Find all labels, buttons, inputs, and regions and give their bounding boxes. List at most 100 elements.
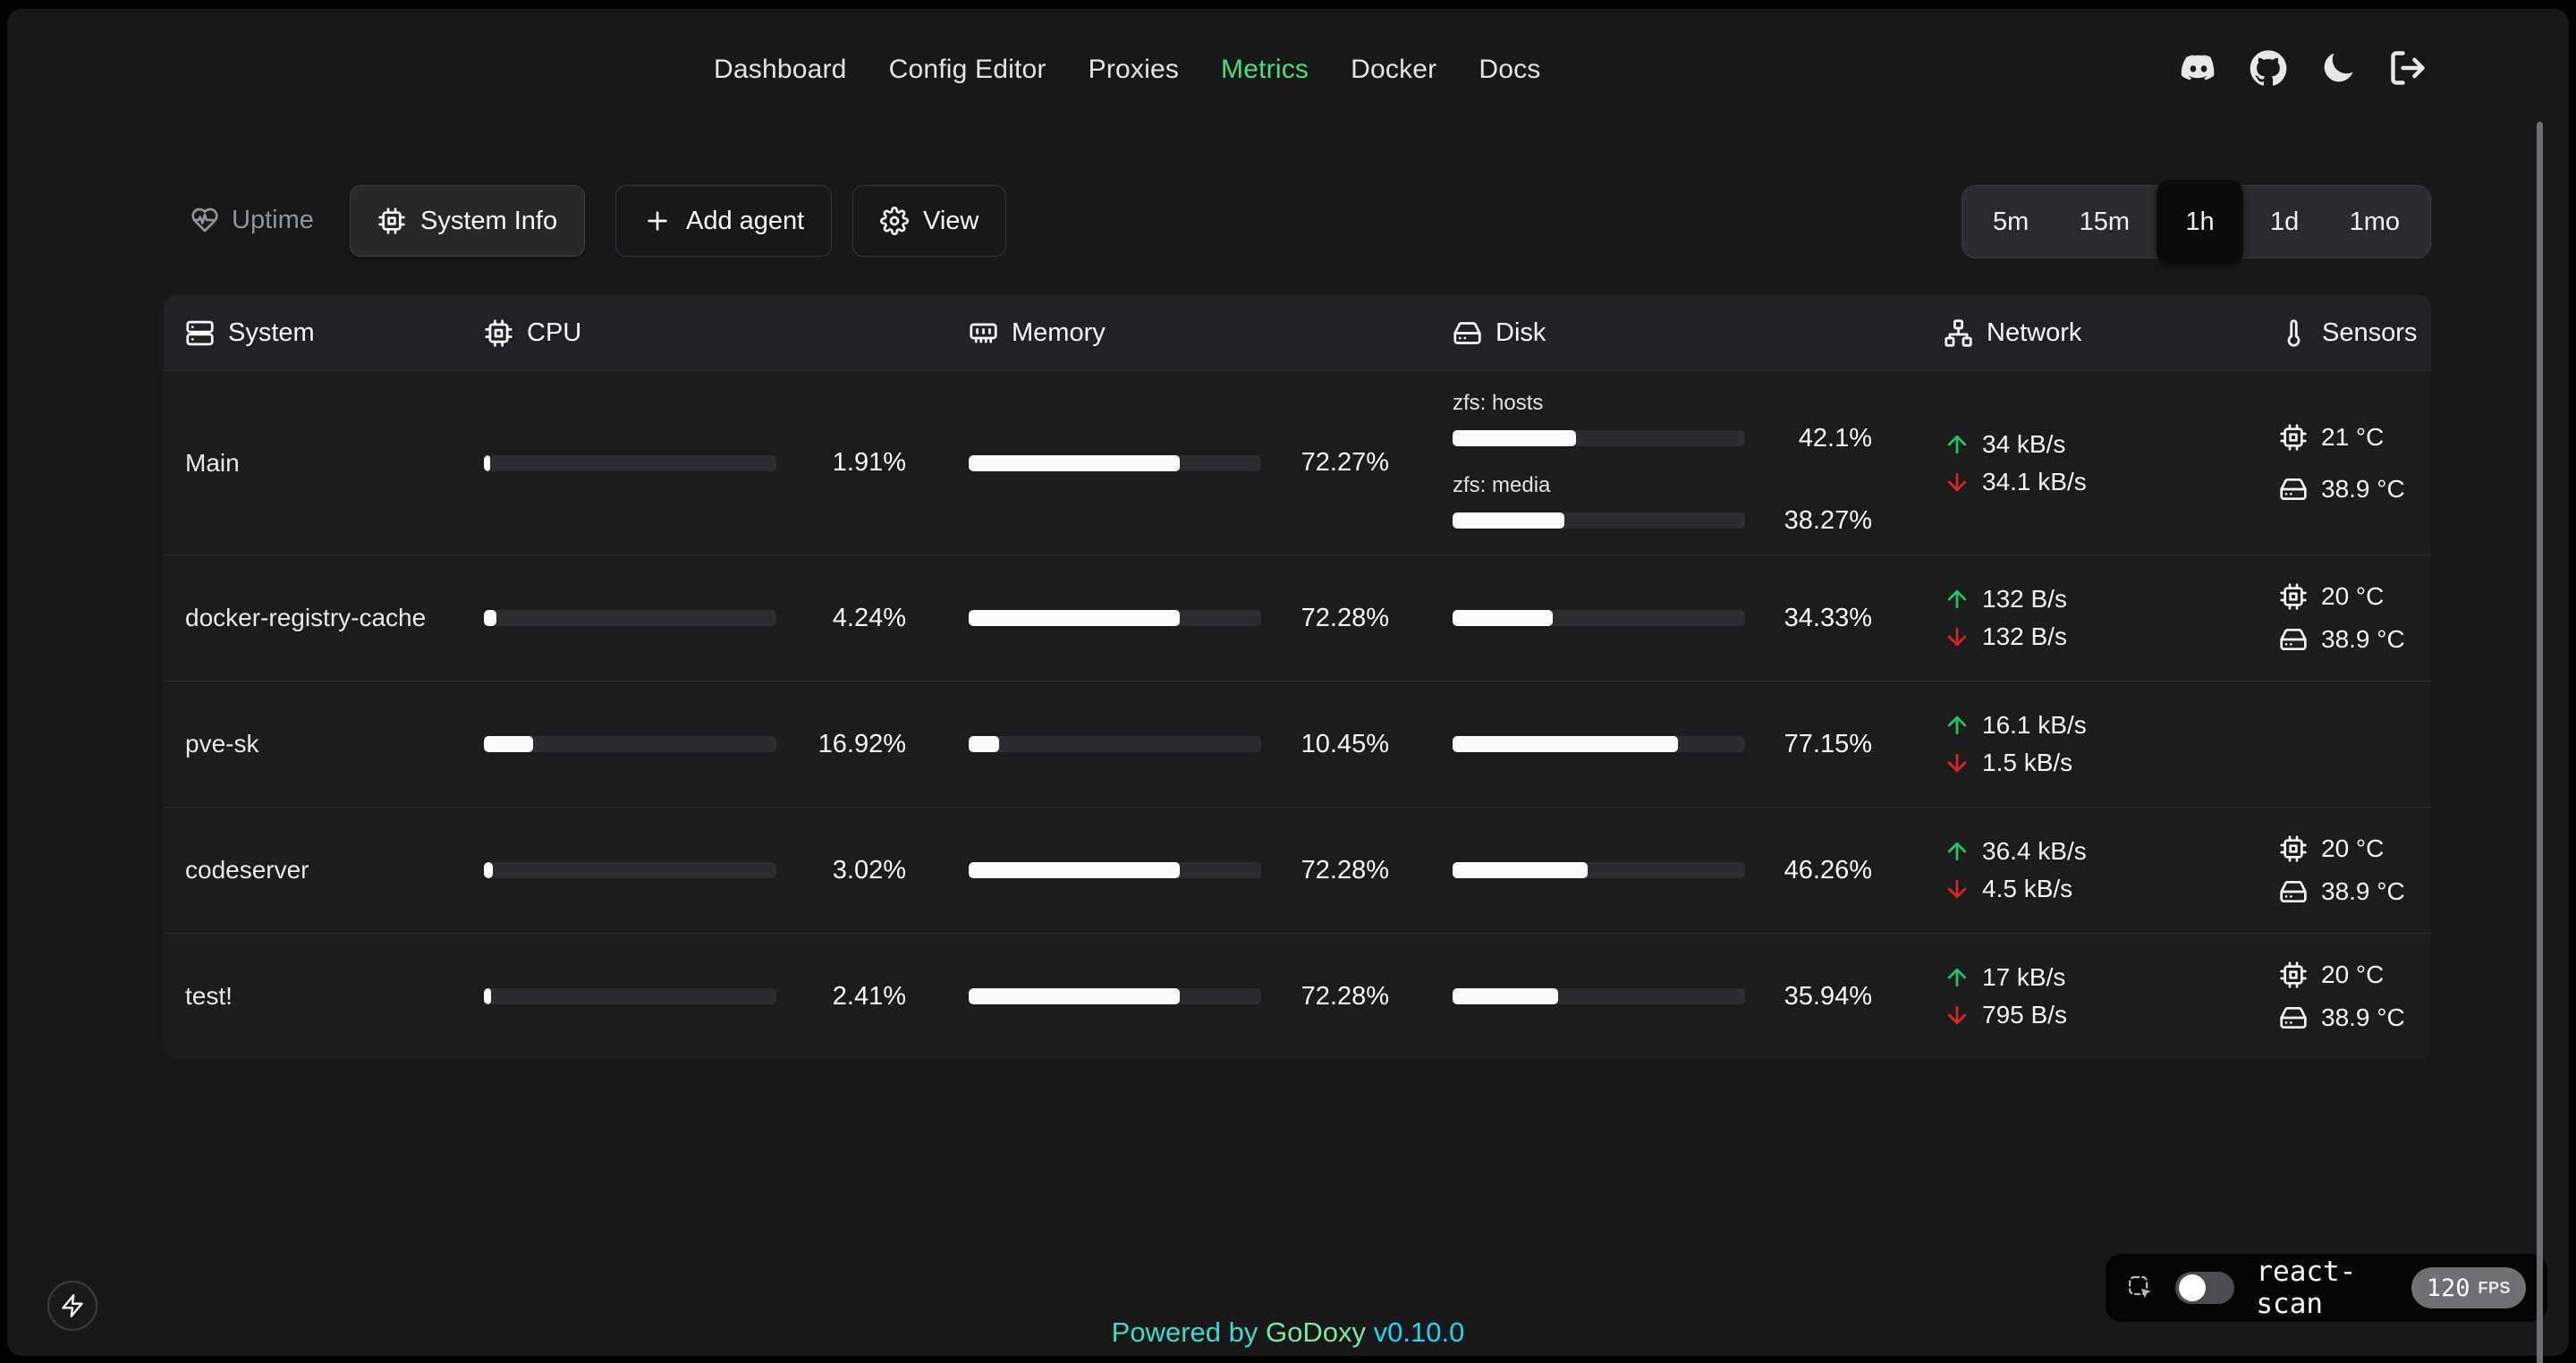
cpu-icon: [2279, 961, 2308, 989]
network-cell: 34 kB/s 34.1 kB/s: [1944, 430, 2185, 496]
time-option-15m[interactable]: 15m: [2079, 207, 2131, 236]
system-name: pve-sk: [185, 730, 259, 758]
github-icon[interactable]: [2249, 48, 2288, 88]
version-text: v0.10.0: [1373, 1316, 1465, 1348]
column-header-cpu: CPU: [484, 318, 906, 348]
network-down: 795 B/s: [1982, 1001, 2067, 1029]
network-cell: 17 kB/s 795 B/s: [1944, 963, 2185, 1029]
column-header-disk: Disk: [1453, 318, 1872, 348]
add-agent-button[interactable]: Add agent: [615, 185, 833, 257]
upload-arrow-icon: [1944, 431, 1970, 458]
cpu-icon: [2279, 582, 2308, 611]
time-option-1d[interactable]: 1d: [2269, 207, 2300, 236]
vertical-scrollbar[interactable]: [2537, 122, 2543, 1363]
godoxy-link[interactable]: GoDoxy: [1266, 1316, 1366, 1348]
table-row-main[interactable]: Main 1.91% 72.27% zfs: hosts 42.1% zfs: …: [164, 370, 2431, 555]
cpu-temp: 21 °C: [2321, 422, 2385, 451]
quick-actions-button[interactable]: [47, 1281, 97, 1331]
discord-icon[interactable]: [2179, 48, 2218, 88]
inspect-cursor-icon[interactable]: [2127, 1271, 2154, 1305]
disk-cell: 46.26%: [1453, 856, 1872, 885]
disk-temp: 38.9 °C: [2321, 625, 2405, 653]
cpu-icon: [2279, 423, 2308, 452]
server-icon: [185, 318, 215, 348]
upload-arrow-icon: [1944, 964, 1970, 991]
disk-temp: 38.9 °C: [2321, 877, 2405, 905]
system-info-label: System Info: [420, 206, 558, 235]
nav-item-metrics[interactable]: Metrics: [1221, 55, 1309, 84]
network-cell: 16.1 kB/s 1.5 kB/s: [1944, 711, 2185, 777]
gear-icon: [880, 207, 909, 235]
system-info-button[interactable]: System Info: [350, 185, 586, 257]
network-cell: 132 B/s 132 B/s: [1944, 585, 2185, 651]
nav-item-config-editor[interactable]: Config Editor: [888, 55, 1046, 84]
time-option-5m[interactable]: 5m: [1993, 207, 2029, 236]
cpu-icon: [484, 318, 513, 348]
fps-value: 120: [2426, 1274, 2470, 1302]
column-header-network: Network: [1944, 318, 2185, 348]
table-row-docker-registry-cache[interactable]: docker-registry-cache 4.24% 72.28% 34.33…: [164, 555, 2431, 681]
disk-percent: 34.33%: [1784, 603, 1872, 632]
memory-bar: [969, 610, 1261, 626]
cpu-icon: [2279, 834, 2308, 863]
cpu-percent: 4.24%: [832, 603, 906, 632]
app-surface: Dashboard Config Editor Proxies Metrics …: [7, 9, 2569, 1363]
network-up: 36.4 kB/s: [1982, 837, 2087, 865]
footer: Powered by GoDoxy v0.10.0: [7, 1316, 2569, 1349]
system-name: codeserver: [185, 856, 309, 884]
nav-item-proxies[interactable]: Proxies: [1088, 55, 1180, 84]
logout-icon[interactable]: [2388, 48, 2428, 88]
disk-percent: 35.94%: [1784, 981, 1872, 1011]
cpu-percent: 16.92%: [818, 729, 906, 758]
nav-item-docs[interactable]: Docs: [1479, 55, 1541, 84]
network-down: 34.1 kB/s: [1982, 467, 2087, 495]
sensors-cell: 20 °C 38.9 °C: [2185, 961, 2431, 1032]
column-header-memory: Memory: [969, 318, 1389, 348]
cpu-temp: 20 °C: [2321, 961, 2385, 988]
download-arrow-icon: [1944, 469, 1970, 495]
column-header-sensors: Sensors: [2185, 318, 2431, 348]
memory-percent: 72.28%: [1301, 855, 1389, 885]
react-scan-label: react-scan: [2256, 1256, 2357, 1320]
cpu-percent: 2.41%: [832, 981, 906, 1011]
fps-badge: 120 FPS: [2411, 1267, 2526, 1308]
toggle-knob: [2179, 1274, 2207, 1301]
cpu-temp: 20 °C: [2321, 582, 2385, 610]
nav-item-docker[interactable]: Docker: [1351, 55, 1437, 84]
disk-bar: [1453, 512, 1745, 529]
add-agent-label: Add agent: [686, 206, 805, 235]
network-up: 16.1 kB/s: [1982, 711, 2087, 739]
powered-by-text: Powered by: [1111, 1316, 1258, 1348]
react-scan-widget: react-scan 120 FPS: [2106, 1254, 2547, 1322]
theme-moon-icon[interactable]: [2318, 48, 2358, 88]
cpu-bar: [484, 610, 776, 626]
uptime-label: Uptime: [232, 205, 314, 234]
time-option-1h[interactable]: 1h: [2157, 180, 2243, 264]
memory-bar: [969, 862, 1261, 878]
plus-icon: [643, 207, 672, 235]
cpu-bar: [484, 862, 776, 878]
tab-uptime[interactable]: Uptime: [191, 193, 314, 247]
hard-drive-icon: [2279, 625, 2308, 654]
download-arrow-icon: [1944, 749, 1970, 776]
disk-label: zfs: media: [1453, 472, 1551, 497]
hard-drive-icon: [2279, 475, 2308, 504]
cpu-percent: 3.02%: [832, 855, 906, 885]
table-row-test[interactable]: test! 2.41% 72.28% 35.94% 17 kB/s 795 B/…: [164, 933, 2431, 1059]
table-header: System CPU Memory Disk Network: [164, 295, 2431, 370]
hard-drive-icon: [2279, 877, 2308, 906]
network-up: 17 kB/s: [1982, 963, 2066, 991]
nav-item-dashboard[interactable]: Dashboard: [714, 55, 847, 84]
react-scan-toggle[interactable]: [2175, 1272, 2235, 1304]
disk-temp: 38.9 °C: [2321, 474, 2405, 503]
fps-unit: FPS: [2478, 1278, 2511, 1297]
table-row-pve-sk[interactable]: pve-sk 16.92% 10.45% 77.15% 16.1 kB/s 1.…: [164, 681, 2431, 807]
disk-percent: 42.1%: [1798, 423, 1872, 453]
network-down: 132 B/s: [1982, 622, 2067, 650]
view-button[interactable]: View: [852, 185, 1007, 257]
table-row-codeserver[interactable]: codeserver 3.02% 72.28% 46.26% 36.4 kB/s…: [164, 807, 2431, 933]
time-option-1mo[interactable]: 1mo: [2349, 207, 2400, 236]
disk-cell: 35.94%: [1453, 982, 1872, 1012]
disk-bar: [1453, 610, 1745, 626]
network-icon: [1944, 318, 1973, 348]
